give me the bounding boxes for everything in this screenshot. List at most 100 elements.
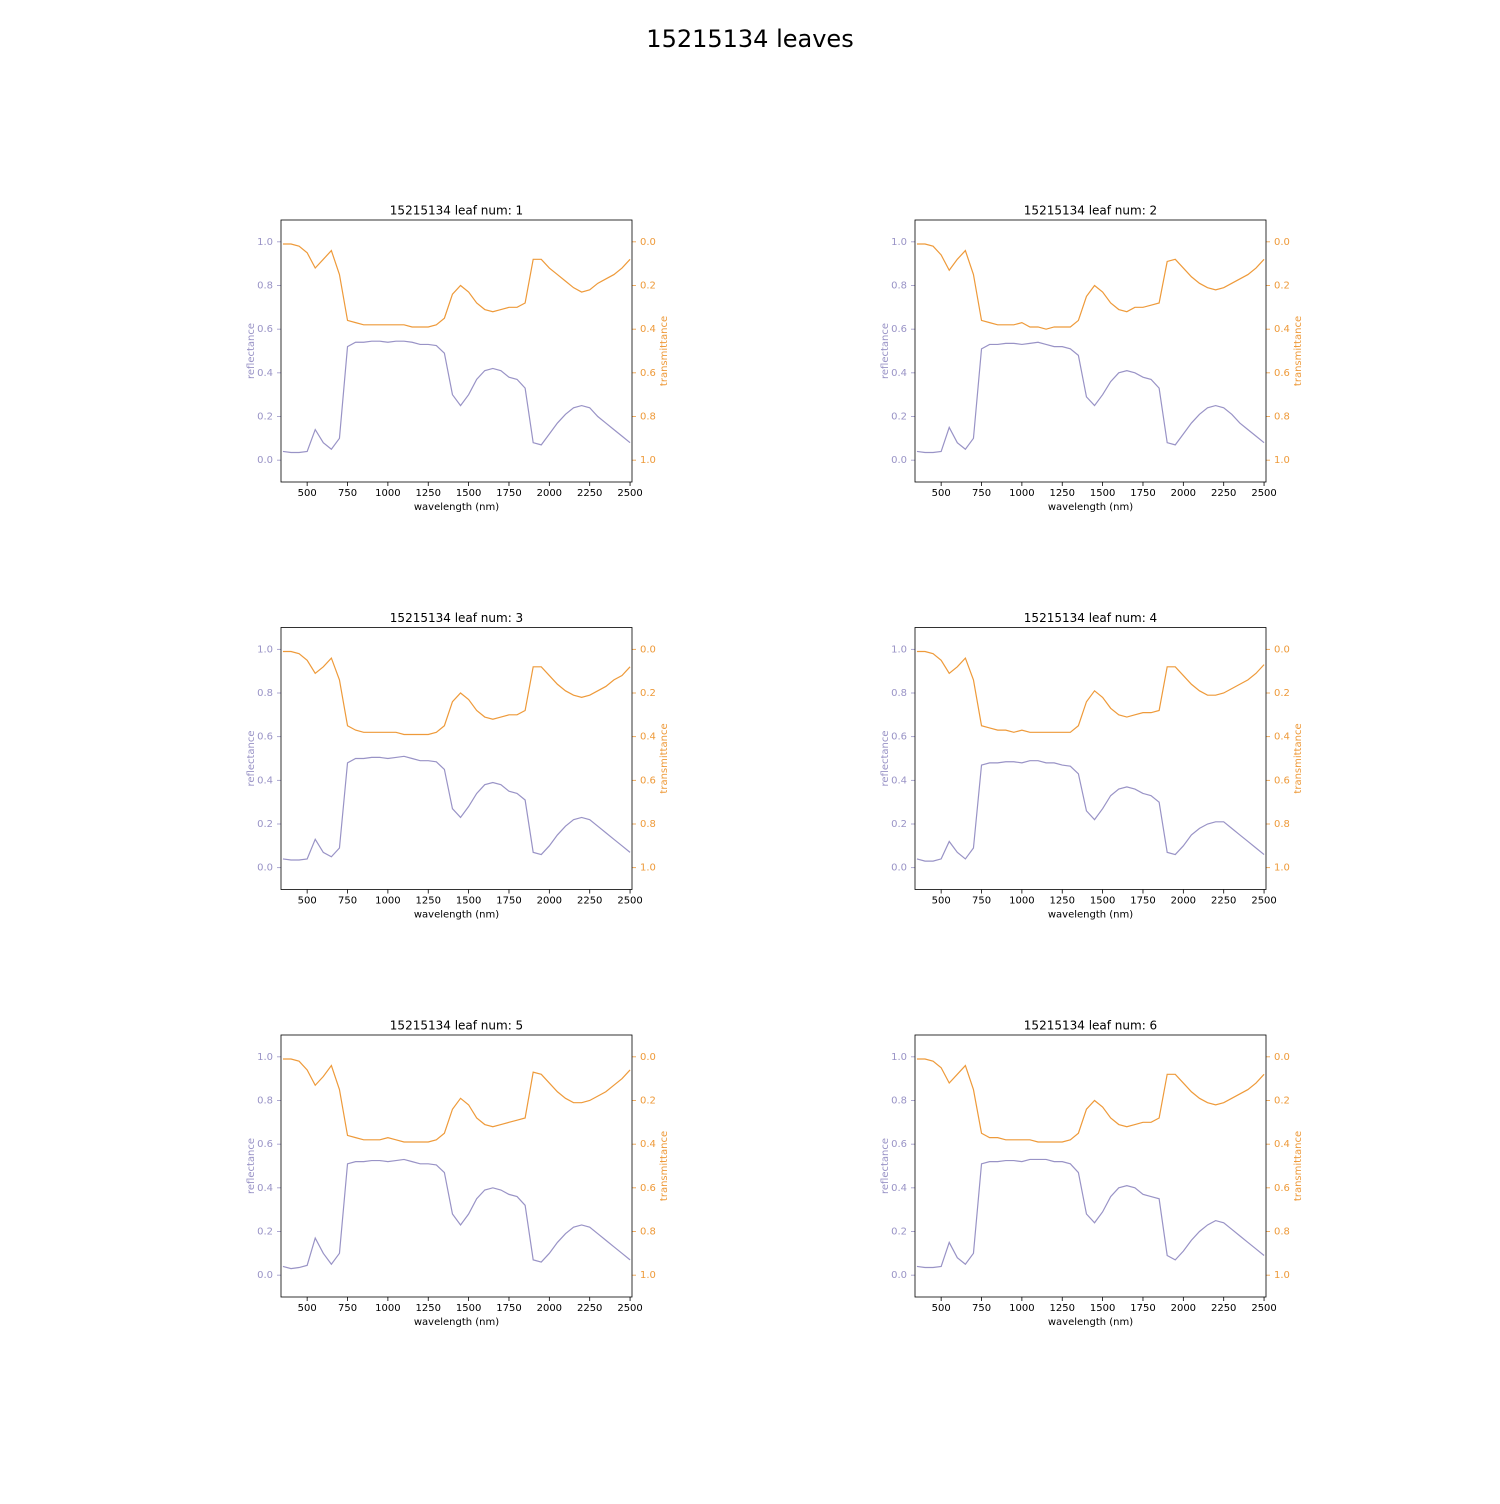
- series-line: [282, 243, 631, 328]
- series-line: [916, 650, 1265, 733]
- y2-tick-label: 0.8: [1274, 1227, 1290, 1238]
- x-tick-label: 1000: [375, 488, 400, 499]
- y2-tick-label: 0.0: [1274, 237, 1290, 248]
- y-axis-label: reflectance: [880, 730, 891, 786]
- x-tick-label: 2250: [577, 488, 602, 499]
- y-tick-label: 0.4: [257, 368, 273, 379]
- x-tick-label: 2000: [537, 896, 562, 907]
- y-tick-label: 0.4: [891, 775, 907, 786]
- x-tick-label: 500: [298, 488, 317, 499]
- series-line: [282, 755, 631, 861]
- subplot-title: 15215134 leaf num: 3: [390, 611, 523, 625]
- y-axis-label: reflectance: [246, 730, 257, 786]
- y-tick-label: 1.0: [257, 644, 273, 655]
- y-tick-label: 0.2: [891, 1227, 907, 1238]
- x-tick-label: 1500: [456, 1303, 481, 1314]
- x-tick-label: 2250: [1211, 896, 1236, 907]
- x-tick-label: 500: [932, 488, 951, 499]
- y-tick-label: 0.0: [257, 863, 273, 874]
- x-tick-label: 1000: [1009, 488, 1034, 499]
- subplot-title: 15215134 leaf num: 4: [1024, 611, 1157, 625]
- y-tick-label: 0.0: [891, 455, 907, 466]
- y2-tick-label: 1.0: [640, 455, 656, 466]
- y2-tick-label: 0.4: [640, 324, 656, 335]
- x-tick-label: 1500: [1090, 1303, 1115, 1314]
- y-tick-label: 0.8: [891, 688, 907, 699]
- x-tick-label: 750: [338, 1303, 357, 1314]
- y2-axis-label: transmittance: [659, 723, 670, 793]
- x-axis-label: wavelength (nm): [414, 910, 499, 921]
- subplot: 15215134 leaf num: 3 500 750 1000 1250 1500 17…: [246, 611, 670, 921]
- x-tick-label: 500: [298, 1303, 317, 1314]
- x-axis-label: wavelength (nm): [1048, 502, 1133, 513]
- x-tick-label: 1250: [416, 1303, 441, 1314]
- x-tick-label: 2500: [1251, 896, 1276, 907]
- x-tick-label: 1750: [496, 896, 521, 907]
- x-tick-label: 1750: [496, 1303, 521, 1314]
- x-tick-label: 750: [972, 896, 991, 907]
- plot-frame: [280, 1034, 633, 1298]
- y-tick-label: 0.0: [257, 455, 273, 466]
- x-tick-label: 2500: [1251, 1303, 1276, 1314]
- plot-frame: [280, 627, 633, 890]
- series-line: [916, 760, 1265, 862]
- x-axis-label: wavelength (nm): [414, 502, 499, 513]
- x-tick-label: 750: [972, 1303, 991, 1314]
- y2-tick-label: 0.8: [1274, 819, 1290, 830]
- y2-tick-label: 0.4: [640, 732, 656, 743]
- plot-frame: [914, 219, 1267, 483]
- y-tick-label: 0.4: [257, 1183, 273, 1194]
- x-tick-label: 1750: [1130, 1303, 1155, 1314]
- subplot-title: 15215134 leaf num: 5: [390, 1019, 523, 1033]
- y2-axis-label: transmittance: [659, 1131, 670, 1201]
- y-tick-label: 0.2: [257, 412, 273, 423]
- y2-tick-label: 0.0: [640, 644, 656, 655]
- x-tick-label: 750: [338, 488, 357, 499]
- y2-tick-label: 0.8: [640, 1227, 656, 1238]
- y2-tick-label: 0.6: [640, 1183, 656, 1194]
- y-axis-label: reflectance: [246, 1138, 257, 1194]
- x-tick-label: 2250: [1211, 1303, 1236, 1314]
- y2-tick-label: 0.4: [1274, 1139, 1290, 1150]
- y-tick-label: 0.4: [891, 1183, 907, 1194]
- series-line: [282, 650, 631, 736]
- y-tick-label: 0.8: [257, 1096, 273, 1107]
- series-line: [916, 1058, 1265, 1143]
- subplot-title: 15215134 leaf num: 1: [390, 204, 523, 218]
- subplot: 15215134 leaf num: 6 500 750 1000 1250 1500 17…: [880, 1019, 1304, 1329]
- y2-tick-label: 0.4: [1274, 732, 1290, 743]
- x-axis-label: wavelength (nm): [1048, 1317, 1133, 1328]
- y2-tick-label: 0.2: [1274, 688, 1290, 699]
- y2-tick-label: 1.0: [1274, 1270, 1290, 1281]
- x-tick-label: 1750: [1130, 896, 1155, 907]
- y2-tick-label: 0.6: [1274, 775, 1290, 786]
- y-axis-label: reflectance: [880, 1138, 891, 1194]
- y-tick-label: 0.0: [257, 1270, 273, 1281]
- series-line: [282, 1058, 631, 1143]
- x-tick-label: 1250: [1050, 896, 1075, 907]
- x-tick-label: 1000: [1009, 1303, 1034, 1314]
- x-axis-label: wavelength (nm): [1048, 910, 1133, 921]
- x-tick-label: 1250: [416, 896, 441, 907]
- y2-tick-label: 0.2: [640, 688, 656, 699]
- x-tick-label: 500: [298, 896, 317, 907]
- y-tick-label: 0.2: [257, 819, 273, 830]
- y2-tick-label: 0.8: [640, 819, 656, 830]
- y-tick-label: 0.8: [257, 688, 273, 699]
- x-tick-label: 2000: [1171, 1303, 1196, 1314]
- y2-tick-label: 1.0: [1274, 863, 1290, 874]
- y2-tick-label: 0.0: [640, 237, 656, 248]
- y-tick-label: 0.4: [257, 775, 273, 786]
- y-tick-label: 0.6: [257, 1139, 273, 1150]
- y-tick-label: 1.0: [891, 237, 907, 248]
- subplot: 15215134 leaf num: 2 500 750 1000 1250 1500 17…: [880, 204, 1304, 514]
- x-tick-label: 500: [932, 1303, 951, 1314]
- x-tick-label: 750: [972, 488, 991, 499]
- x-tick-label: 2500: [1251, 488, 1276, 499]
- y-tick-label: 0.8: [891, 1096, 907, 1107]
- subplot: 15215134 leaf num: 5 500 750 1000 1250 1500 17…: [246, 1019, 670, 1329]
- y2-tick-label: 0.6: [640, 368, 656, 379]
- plot-frame: [280, 219, 633, 483]
- x-tick-label: 2000: [1171, 488, 1196, 499]
